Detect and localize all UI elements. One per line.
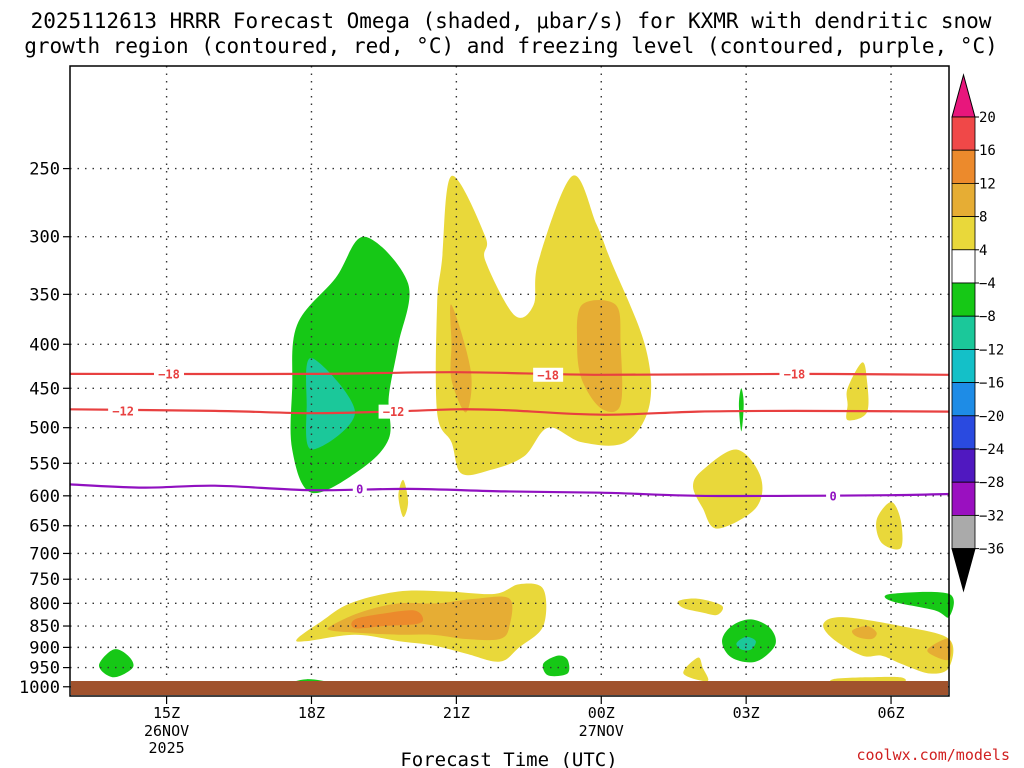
contour-label-bg-2 (779, 366, 810, 381)
contour-label-bg-6 (826, 488, 841, 503)
colorbar-label-7: −12 (979, 342, 1004, 358)
pressure-gridlines (70, 66, 949, 696)
colorbar-label-10: −24 (979, 442, 1004, 458)
y-tick-label-500: 500 (29, 419, 60, 439)
y-tick-label-450: 450 (29, 379, 60, 399)
chart-title-line2: growth region (contoured, red, °C) and f… (24, 34, 998, 58)
y-axis-ticks: 2503003504004505005506006507007508008509… (19, 160, 70, 698)
omega-region-13 (677, 598, 724, 616)
y-tick-label-250: 250 (29, 160, 60, 180)
omega-region-6 (693, 449, 763, 529)
y-tick-label-750: 750 (29, 570, 60, 590)
colorbar-arrow-top (951, 73, 976, 118)
x-tick-label-03Z: 03Z (733, 704, 760, 722)
contour-label-bg-1 (533, 367, 564, 382)
contour-line-1 (69, 408, 950, 416)
omega-region-21 (884, 591, 954, 618)
credit-text[interactable]: coolwx.com/models (856, 746, 1010, 764)
contour-label-bg-5 (352, 481, 367, 496)
omega-region-16 (851, 625, 877, 640)
x-axis-label: Forecast Time (UTC) (400, 749, 617, 768)
contour-label-bg-4 (378, 404, 409, 419)
y-tick-label-300: 300 (29, 228, 60, 248)
x-tick-label-18Z: 18Z (298, 704, 325, 722)
colorbar-label-12: −32 (979, 508, 1004, 524)
plot-frame (69, 65, 950, 697)
contour-label-3: −12 (112, 404, 134, 418)
x-tick-label-21Z: 21Z (443, 704, 470, 722)
colorbar-swatch-5 (951, 249, 976, 284)
contour-label-1: −18 (537, 368, 559, 382)
colorbar-swatch-11 (951, 448, 976, 483)
contour-label-bg-0 (154, 366, 185, 381)
colorbar-label-2: 12 (979, 176, 996, 192)
colorbar-swatch-3 (951, 182, 976, 217)
chart-title-line1: 2025112613 HRRR Forecast Omega (shaded, … (31, 9, 992, 33)
contour-label-6: 0 (829, 489, 836, 503)
colorbar-swatch-8 (951, 348, 976, 383)
y-tick-label-650: 650 (29, 517, 60, 537)
y-tick-label-1000: 1000 (19, 678, 60, 698)
contour-label-bg-3 (108, 403, 139, 418)
contour-label-5: 0 (356, 482, 363, 496)
colorbar: 20 16 12 8 4 −4 −8 −12 −16 −20 −24 −28 −32 −36 (951, 73, 1004, 593)
y-tick-label-600: 600 (29, 487, 60, 507)
colorbar-label-6: −8 (979, 309, 996, 325)
temperature-contours: −18 −18 −18 −12 −12 0 0 (69, 366, 950, 503)
omega-region-23 (542, 655, 570, 677)
colorbar-label-11: −28 (979, 475, 1004, 491)
colorbar-swatch-7 (951, 315, 976, 350)
colorbar-swatch-1 (951, 116, 976, 151)
omega-shading (99, 175, 954, 690)
colorbar-swatch-4 (951, 216, 976, 251)
colorbar-label-13: −36 (979, 542, 1004, 558)
y-tick-label-950: 950 (29, 659, 60, 679)
omega-region-4 (576, 299, 623, 413)
contour-label-0: −18 (158, 367, 180, 381)
x-tick-label-00Z: 00Z (588, 704, 615, 722)
omega-region-3 (450, 304, 472, 413)
colorbar-swatch-12 (951, 481, 976, 516)
omega-region-1 (306, 357, 355, 450)
y-tick-label-700: 700 (29, 544, 60, 564)
y-tick-label-900: 900 (29, 638, 60, 658)
omega-region-8 (876, 502, 903, 550)
colorbar-label-3: 8 (979, 210, 987, 226)
colorbar-label-9: −20 (979, 409, 1004, 425)
contour-line-2 (69, 483, 950, 498)
colorbar-label-1: 16 (979, 143, 996, 159)
x-tick-label-15Z: 15Z (153, 704, 180, 722)
colorbar-label-5: −4 (979, 276, 996, 292)
omega-region-17 (927, 638, 952, 661)
omega-region-12 (351, 610, 424, 629)
omega-region-14 (683, 657, 709, 682)
omega-region-9 (738, 388, 744, 432)
terrain-bar (71, 681, 948, 695)
colorbar-swatch-2 (951, 149, 976, 184)
x-tick-label-06Z: 06Z (877, 704, 904, 722)
colorbar-swatch-13 (951, 515, 976, 550)
x-tick-date-00Z: 27NOV (579, 722, 624, 740)
x-tick-year-15Z: 2025 (149, 739, 185, 757)
colorbar-swatch-10 (951, 415, 976, 450)
contour-label-2: −18 (784, 367, 806, 381)
colorbar-label-4: 4 (979, 243, 987, 259)
colorbar-arrow-bottom (951, 548, 976, 593)
omega-region-7 (846, 362, 869, 421)
omega-region-22 (99, 649, 134, 678)
y-tick-label-800: 800 (29, 594, 60, 614)
colorbar-swatch-6 (951, 282, 976, 317)
y-tick-label-550: 550 (29, 454, 60, 474)
colorbar-label-0: 20 (979, 110, 996, 126)
y-tick-label-350: 350 (29, 285, 60, 305)
x-tick-date-15Z: 26NOV (144, 722, 189, 740)
colorbar-label-8: −16 (979, 376, 1004, 392)
y-tick-label-850: 850 (29, 617, 60, 637)
y-tick-label-400: 400 (29, 335, 60, 355)
omega-region-5 (398, 479, 409, 518)
colorbar-swatch-9 (951, 382, 976, 417)
contour-label-4: −12 (383, 405, 405, 419)
